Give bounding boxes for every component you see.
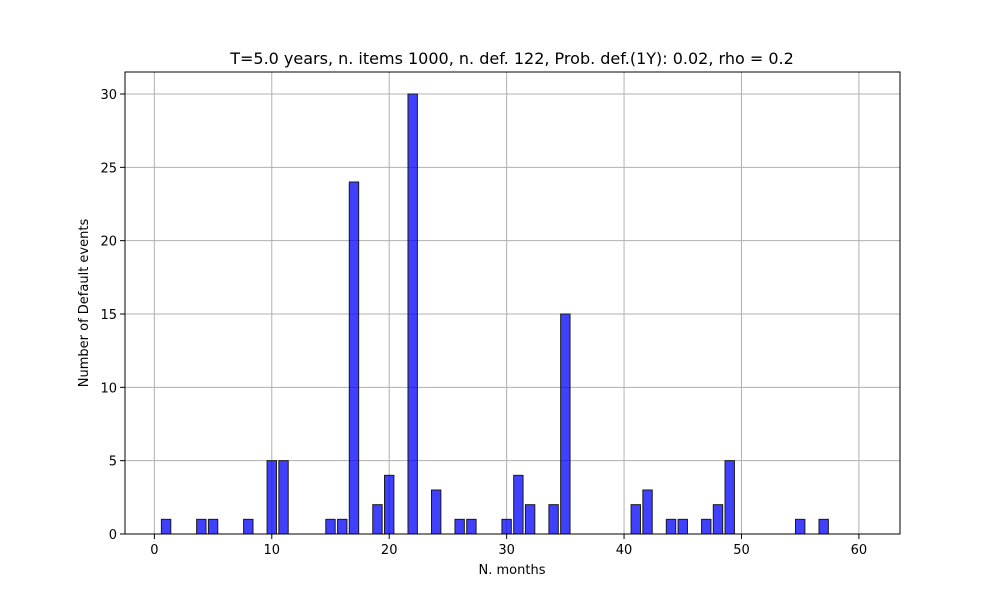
x-tick-label: 40 <box>616 543 633 558</box>
bar <box>372 504 383 535</box>
x-axis-label: N. months <box>479 563 546 578</box>
x-tick-label: 30 <box>498 543 515 558</box>
bar <box>501 518 512 535</box>
y-tick-label: 10 <box>100 381 117 396</box>
bar <box>642 489 653 535</box>
bar <box>630 504 641 535</box>
bar <box>207 518 219 535</box>
y-tick-label: 15 <box>100 308 117 323</box>
grid-lines <box>125 72 900 535</box>
y-tick-label: 20 <box>100 235 117 250</box>
bar <box>196 518 207 535</box>
y-tick-label: 0 <box>109 528 117 543</box>
chart-title: T=5.0 years, n. items 1000, n. def. 122,… <box>229 49 794 68</box>
bar <box>454 518 465 535</box>
bar <box>337 518 348 535</box>
bar <box>466 518 477 535</box>
bar <box>243 518 254 535</box>
bar <box>513 474 524 535</box>
x-tick-label: 50 <box>733 543 750 558</box>
bar <box>430 489 442 535</box>
bar <box>278 460 289 535</box>
bar <box>266 460 277 535</box>
y-tick-label: 5 <box>109 455 117 470</box>
bar <box>524 504 536 535</box>
bar <box>701 518 712 535</box>
y-tick-label: 30 <box>100 88 117 103</box>
plot-frame <box>124 71 901 535</box>
bar <box>548 504 559 535</box>
y-tick-label: 25 <box>100 161 117 176</box>
bar <box>665 518 677 535</box>
bar <box>348 181 360 535</box>
axis-ticks: 0 10 20 30 40 50 60 0 5 10 15 20 25 30 <box>100 88 867 558</box>
bar <box>160 518 172 535</box>
x-tick-label: 0 <box>150 543 158 558</box>
bar <box>407 93 418 535</box>
bar <box>818 518 829 535</box>
bar <box>384 474 395 535</box>
y-axis-label: Number of Default events <box>77 219 92 388</box>
x-tick-label: 60 <box>851 543 868 558</box>
x-tick-label: 20 <box>381 543 398 558</box>
bar <box>724 460 735 535</box>
x-tick-label: 10 <box>264 543 281 558</box>
bar <box>560 313 571 535</box>
bar <box>794 518 806 535</box>
bar <box>325 518 336 535</box>
bar <box>677 518 688 535</box>
bar <box>712 504 724 535</box>
